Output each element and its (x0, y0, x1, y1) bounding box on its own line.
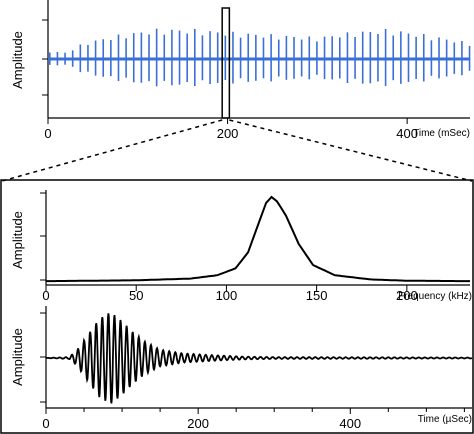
overview-y-ticks (42, 19, 48, 96)
overview-x-tick-label-0: 0 (44, 126, 51, 141)
spectrum-xlabel: Frequency (kHz) (398, 291, 472, 302)
pulse-x-tick-label-2: 400 (339, 416, 361, 431)
overview-ylabel: Amplitude (10, 31, 25, 89)
spectrum-x-tick-label-4: 200 (396, 288, 418, 303)
spectrum-x-tick-label-1: 50 (129, 288, 143, 303)
pulse-line (46, 313, 473, 404)
spectrum-line (46, 195, 470, 283)
overview-x-tick-label-2: 400 (396, 126, 418, 141)
spectrum-x-tick-label-2: 100 (216, 288, 238, 303)
pulse-y-ticks (40, 312, 46, 403)
pulse-xlabel: Time (µSec) (418, 414, 472, 425)
overview-panel: 0 200 400 Amplitude Time (mSec) (10, 0, 471, 141)
highlight-window (221, 7, 231, 119)
spectrum-x-ticks: 0 50 100 150 200 (42, 285, 418, 303)
overview-xlabel: Time (mSec) (413, 128, 470, 139)
zoom-frame (0, 179, 474, 434)
overview-x-ticks: 0 200 400 (44, 118, 418, 141)
pulse-ylabel: Amplitude (10, 328, 25, 386)
spectrum-x-tick-label-0: 0 (42, 288, 49, 303)
overview-waveform (48, 28, 471, 87)
pulse-panel: 0 200 400 Amplitude Time (µSec) (10, 306, 473, 431)
zoom-connector-right (229, 119, 473, 182)
zoom-connectors (1, 119, 473, 182)
spectrum-panel: 0 50 100 150 200 Amplitude Frequency (kHz) (10, 190, 472, 303)
zoom-connector-left (1, 119, 223, 182)
overview-x-tick-label-1: 200 (217, 126, 239, 141)
pulse-x-ticks: 0 200 400 (42, 408, 465, 431)
spectrum-y-ticks (40, 192, 46, 281)
pulse-x-tick-label-1: 200 (187, 416, 209, 431)
pulse-x-tick-label-0: 0 (42, 416, 49, 431)
spectrum-x-tick-label-3: 150 (306, 288, 328, 303)
spectrum-ylabel: Amplitude (10, 211, 25, 269)
